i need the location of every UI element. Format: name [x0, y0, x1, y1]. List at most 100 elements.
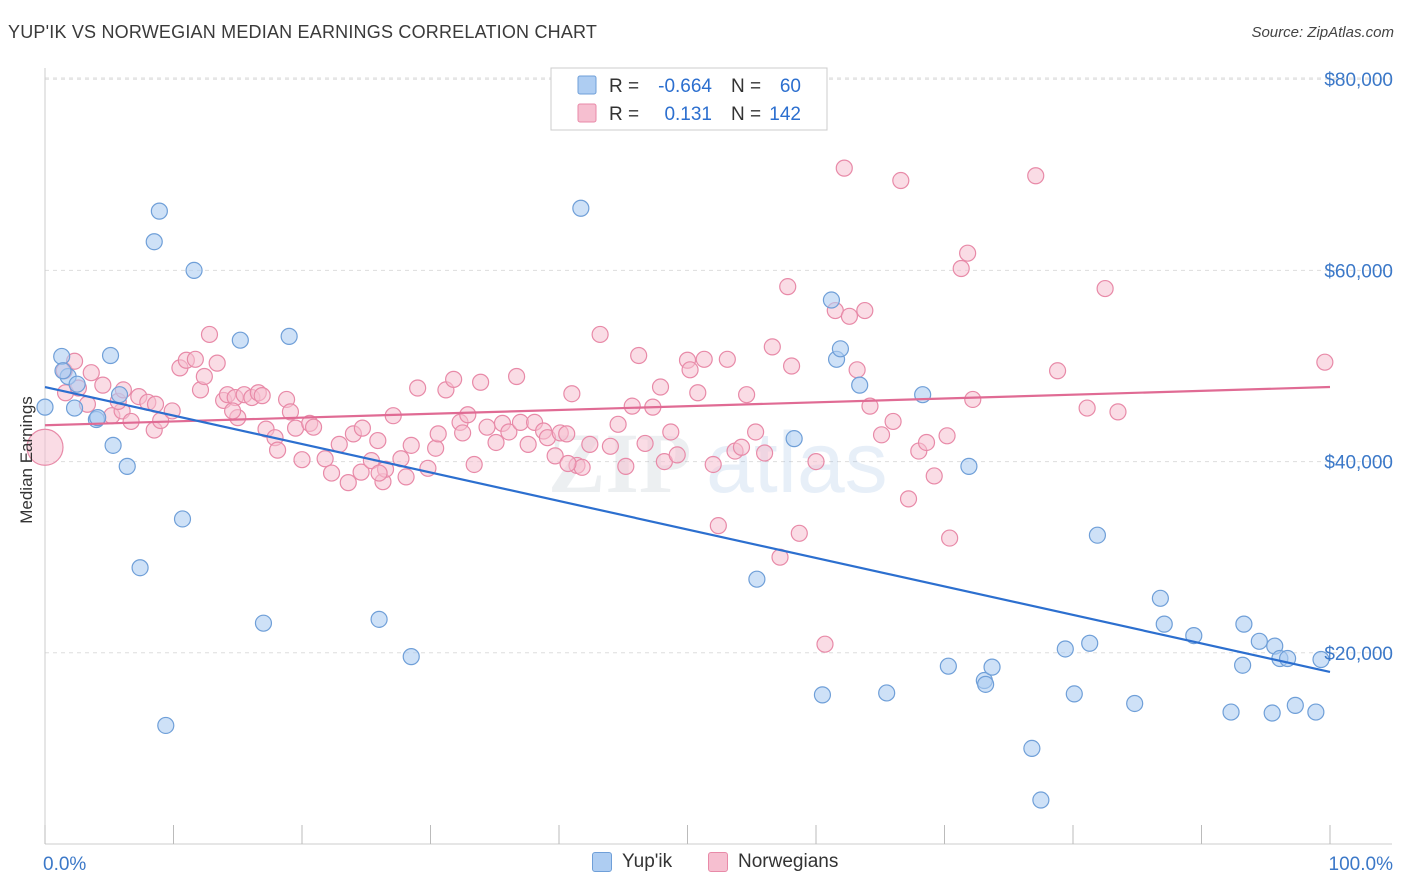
norwegians-point	[779, 278, 797, 296]
norwegians-point	[281, 403, 300, 421]
yupik-point	[254, 614, 273, 632]
norwegians-point	[959, 244, 977, 262]
norwegians-point	[738, 386, 756, 404]
norwegians-point	[472, 373, 490, 391]
yupik-point	[231, 331, 249, 349]
norwegians-point	[507, 367, 526, 386]
norwegians-point	[1096, 279, 1114, 298]
norwegians-point	[732, 438, 751, 456]
yupik-point	[65, 399, 84, 417]
yupik-point	[1185, 626, 1203, 645]
norwegians-point	[224, 402, 242, 420]
norwegians-point	[352, 463, 370, 481]
legend-n-value: 142	[769, 104, 801, 125]
yupik-point	[173, 510, 192, 528]
trend-lines	[44, 385, 1331, 673]
legend-item-norwegians: Norwegians	[708, 851, 838, 873]
yupik-point	[1151, 589, 1169, 607]
norwegians-point	[465, 455, 483, 474]
legend-swatch-norwegians	[708, 852, 728, 872]
norwegians-point	[558, 425, 576, 443]
legend: R = -0.664 N = 60 R = 0.131 N = 142	[550, 67, 828, 131]
yupik-point	[150, 202, 168, 220]
y-tick-label: $60,000	[1324, 261, 1393, 282]
norwegians-point	[427, 439, 445, 457]
norwegians-point	[253, 387, 271, 405]
legend-r-value: 0.131	[664, 104, 712, 125]
norwegians-point	[316, 450, 334, 468]
norwegians-point	[872, 426, 891, 444]
yupik-point	[939, 657, 957, 675]
norwegians-point	[1109, 403, 1127, 421]
norwegians-point	[835, 159, 853, 177]
legend-swatch-yupik	[577, 75, 597, 95]
norwegians-point	[709, 517, 727, 535]
yupik-point	[1307, 703, 1325, 721]
norwegians-point	[884, 412, 902, 431]
norwegians-point	[322, 464, 341, 482]
legend-r-label: R =	[609, 76, 639, 97]
norwegians-point	[755, 444, 774, 462]
yupik-point	[960, 457, 978, 475]
yupik-point	[878, 684, 896, 702]
norwegians-point	[397, 468, 415, 486]
norwegians-point	[402, 436, 420, 454]
norwegians-point	[487, 433, 505, 452]
norwegians-point	[848, 361, 866, 379]
norwegians-point	[925, 467, 943, 485]
yupik-point	[1263, 704, 1281, 722]
yupik-point	[1235, 615, 1253, 633]
norwegians-point	[268, 441, 287, 459]
norwegians-point	[478, 418, 496, 436]
chart-title: YUP'IK VS NORWEGIAN MEDIAN EARNINGS CORR…	[8, 22, 598, 42]
norwegians-point	[339, 474, 357, 492]
norwegians-point	[704, 455, 722, 474]
norwegians-point	[82, 364, 100, 382]
norwegians-point	[840, 307, 859, 325]
legend-swatch-norwegians	[577, 103, 597, 123]
norwegians-point	[1027, 167, 1045, 185]
yupik-point	[1081, 634, 1099, 652]
yupik-point	[54, 362, 72, 380]
norwegians-point	[546, 447, 564, 465]
yupik-point	[110, 386, 129, 404]
x-tick-labels: 0.0% 100.0%	[43, 854, 1393, 875]
norwegians-point	[26, 428, 64, 466]
grid-lines	[45, 77, 1392, 654]
norwegians-point	[763, 338, 781, 356]
yupik-point	[983, 658, 1001, 676]
norwegians-point	[689, 384, 707, 402]
norwegians-point	[917, 433, 936, 452]
norwegians-point	[899, 490, 918, 508]
yupik-point	[1250, 632, 1268, 650]
norwegians-point	[459, 406, 477, 424]
yupik-point	[1286, 696, 1304, 714]
norwegians-point	[623, 397, 641, 415]
norwegians-point	[681, 361, 699, 379]
y-tick-labels: $20,000 $40,000 $60,000 $80,000	[1324, 70, 1393, 665]
norwegians-point	[94, 376, 112, 394]
yupik-point	[1023, 739, 1041, 758]
norwegians-point	[519, 435, 537, 453]
legend-n-label: N =	[731, 104, 761, 125]
norwegians-point	[1316, 353, 1334, 371]
source-label: Source: ZipAtlas.com	[1251, 24, 1394, 41]
yupik-point	[1126, 694, 1144, 713]
yupik-point	[785, 430, 803, 448]
norwegians-point	[581, 435, 599, 453]
yupik-point	[1032, 791, 1050, 809]
legend-swatch-yupik	[592, 852, 612, 872]
norwegians-point	[200, 325, 219, 344]
yupik-point	[36, 398, 54, 416]
legend-frame	[550, 67, 828, 131]
legend-item-yupik: Yup'ik	[592, 851, 672, 873]
norwegians-point	[861, 397, 879, 415]
x-tick-label-min: 0.0%	[43, 854, 86, 875]
yupik-point	[748, 570, 766, 588]
norwegians-point	[695, 350, 713, 368]
yupik-point	[831, 340, 850, 358]
norwegians-point	[208, 354, 226, 372]
yupik-point	[1222, 703, 1240, 721]
legend-n-label: N =	[731, 76, 761, 97]
